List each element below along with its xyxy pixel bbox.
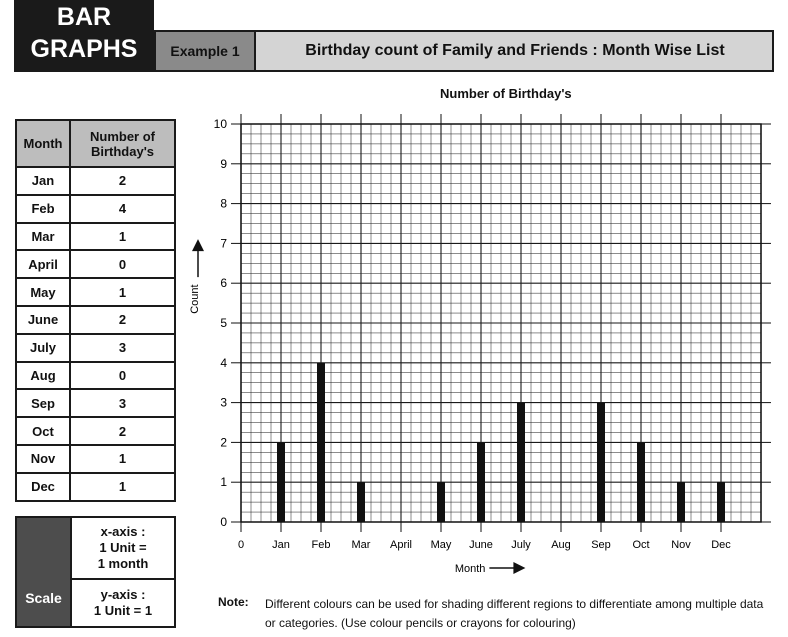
bar-chart: 0 1 2 3 4 5 6 7 8 9 10 0 Jan Feb Mar April May June July Au…	[189, 114, 771, 575]
table-row: Feb 4	[15, 193, 176, 224]
count-cell: 0	[69, 249, 176, 280]
x-tick-label: Nov	[671, 539, 691, 551]
count-cell: 2	[69, 416, 176, 446]
y-tick-label: 6	[220, 276, 227, 290]
table-row: Sep 3	[15, 388, 176, 419]
table-row: Jan 2	[15, 166, 176, 196]
bar	[357, 482, 365, 522]
count-cell: 1	[69, 443, 176, 474]
y-tick-label: 5	[220, 316, 227, 330]
y-axis-label: Count	[189, 284, 201, 313]
scale-box: Scale x-axis : 1 Unit = 1 month y-axis :…	[15, 516, 176, 628]
table-row: Nov 1	[15, 443, 176, 474]
month-cell: Nov	[15, 443, 71, 474]
column-header-month: Month	[15, 119, 71, 168]
column-header-count: Number of Birthday's	[69, 119, 176, 168]
x-axis-scale-line-1: x-axis :	[100, 524, 146, 539]
count-cell: 1	[69, 471, 176, 502]
x-tick-label: Mar	[352, 539, 371, 551]
table-row: Oct 2	[15, 416, 176, 446]
x-axis-arrowhead	[513, 562, 526, 574]
example-label: Example 1	[154, 30, 256, 72]
table-row: Dec 1	[15, 471, 176, 502]
bar	[677, 482, 685, 522]
x-tick-label: May	[431, 539, 452, 551]
x-axis-scale: x-axis : 1 Unit = 1 month	[70, 518, 174, 580]
bar	[597, 402, 605, 522]
x-tick-label: Dec	[711, 539, 731, 551]
x-tick-label: Aug	[551, 539, 571, 551]
birthday-table: Month Number of Birthday's Jan 2 Feb 4 Mar 1 A…	[15, 119, 176, 502]
y-axis-scale-line-1: y-axis :	[100, 587, 146, 602]
x-tick-label: April	[390, 539, 412, 551]
month-cell: Oct	[15, 416, 71, 446]
y-tick-label: 4	[220, 356, 227, 370]
title-line-2: GRAPHS	[30, 35, 138, 63]
x-tick-label: June	[469, 539, 493, 551]
x-tick-label: Sep	[591, 539, 611, 551]
chart-title: Number of Birthday's	[440, 86, 572, 101]
y-tick-label: 2	[220, 435, 227, 449]
x-axis-label: Month	[455, 563, 486, 575]
table-row: April 0	[15, 249, 176, 280]
y-tick-label: 9	[220, 157, 227, 171]
count-cell: 0	[69, 360, 176, 391]
table-header-row: Month Number of Birthday's	[15, 119, 176, 168]
month-cell: Feb	[15, 193, 71, 224]
month-cell: April	[15, 249, 71, 280]
x-tick-label: Oct	[632, 539, 649, 551]
x-axis-scale-line-3: 1 month	[97, 556, 149, 571]
month-cell: Jan	[15, 166, 71, 196]
count-cell: 4	[69, 193, 176, 224]
y-tick-label: 8	[220, 197, 227, 211]
x-axis-scale-line-2: 1 Unit =	[99, 540, 147, 555]
count-cell: 1	[69, 277, 176, 307]
month-cell: Sep	[15, 388, 71, 419]
month-cell: July	[15, 332, 71, 363]
header-bar	[154, 30, 774, 72]
worksheet-title: BAR GRAPHS	[14, 0, 154, 72]
month-cell: June	[15, 304, 71, 335]
y-axis-scale: y-axis : 1 Unit = 1	[70, 580, 174, 626]
bar	[277, 442, 285, 522]
count-cell: 3	[69, 332, 176, 363]
table-row: June 2	[15, 304, 176, 335]
table-row: Aug 0	[15, 360, 176, 391]
x-tick-label: 0	[238, 539, 244, 551]
note-label: Note:	[218, 595, 249, 609]
note-text: Different colours can be used for shadin…	[265, 597, 764, 630]
y-tick-label: 3	[220, 396, 227, 410]
month-cell: Mar	[15, 221, 71, 252]
table-row: July 3	[15, 332, 176, 363]
scale-label: Scale	[17, 518, 70, 626]
month-cell: Aug	[15, 360, 71, 391]
month-cell: May	[15, 277, 71, 307]
x-tick-label: Feb	[312, 539, 331, 551]
x-tick-label: Jan	[272, 539, 290, 551]
month-cell: Dec	[15, 471, 71, 502]
y-tick-label: 0	[220, 515, 227, 529]
bar	[477, 442, 485, 522]
y-tick-label: 1	[220, 475, 227, 489]
bar	[437, 482, 445, 522]
table-row: Mar 1	[15, 221, 176, 252]
y-tick-label: 7	[220, 236, 227, 250]
y-axis-scale-line-2: 1 Unit = 1	[93, 603, 153, 618]
bar	[317, 362, 325, 522]
count-cell: 1	[69, 221, 176, 252]
bar	[637, 442, 645, 522]
bar	[517, 402, 525, 522]
y-tick-label: 10	[214, 117, 228, 131]
page-subtitle: Birthday count of Family and Friends : M…	[305, 42, 725, 59]
x-tick-label: July	[511, 539, 531, 551]
title-line-1: BAR	[56, 3, 112, 31]
table-row: May 1	[15, 277, 176, 307]
count-cell: 2	[69, 166, 176, 196]
y-axis-arrowhead	[192, 239, 204, 252]
count-cell: 3	[69, 388, 176, 419]
bar	[717, 482, 725, 522]
count-cell: 2	[69, 304, 176, 335]
